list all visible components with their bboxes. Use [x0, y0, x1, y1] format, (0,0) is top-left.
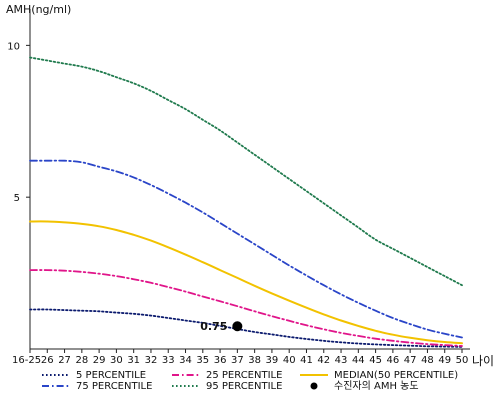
x-axis-ticks: 16-25 26 27 28 29 30 31 32 33 34 35 36 37 38 39 40 41 42 4…: [12, 349, 468, 366]
chart-axes: [29, 9, 470, 350]
x-tick-label: 38: [248, 355, 261, 366]
x-tick-label: 33: [162, 355, 175, 366]
x-tick-label: 46: [387, 355, 400, 366]
x-tick-label: 44: [352, 355, 365, 366]
x-tick-label: 41: [300, 355, 313, 366]
x-tick-label: 39: [266, 355, 279, 366]
x-tick-label: 50: [456, 355, 469, 366]
x-tick-label: 27: [58, 355, 71, 366]
x-tick-label: 34: [179, 355, 192, 366]
x-tick-label: 37: [231, 355, 244, 366]
x-tick-label: 49: [438, 355, 451, 366]
x-tick-label: 30: [110, 355, 123, 366]
patient-amh-point: [232, 321, 243, 332]
legend-item: 25 PERCENTILE: [172, 370, 282, 381]
legend-label: 수진자의 AMH 농도: [334, 380, 419, 392]
y-tick-label: 5: [14, 193, 20, 204]
legend-label: 75 PERCENTILE: [76, 381, 152, 392]
series-line-median-50-percentile: [29, 220, 463, 345]
x-axis-title: 나이: [472, 354, 494, 368]
x-tick-label: 32: [145, 355, 158, 366]
patient-amh-value-label: 0.75: [200, 320, 227, 333]
series-line-5-percentile: [29, 308, 463, 348]
legend-label: 95 PERCENTILE: [206, 381, 282, 392]
x-tick-label: 16-25: [12, 355, 41, 366]
legend-item: 5 PERCENTILE: [42, 370, 146, 381]
legend-item: MEDIAN(50 PERCENTILE): [300, 370, 458, 381]
x-tick-label: 36: [214, 355, 227, 366]
x-tick-label: 29: [93, 355, 106, 366]
x-tick-label: 26: [41, 355, 54, 366]
legend-item: 75 PERCENTILE: [42, 381, 152, 392]
series-line-95-percentile: [29, 56, 463, 287]
x-tick-label: 47: [404, 355, 417, 366]
x-tick-label: 31: [127, 355, 140, 366]
legend-label: 25 PERCENTILE: [206, 370, 282, 381]
patient-point: 0.75: [200, 320, 243, 333]
series-line-75-percentile: [29, 159, 463, 339]
x-tick-label: 43: [335, 355, 348, 366]
legend-label: 5 PERCENTILE: [76, 370, 146, 381]
x-tick-label: 45: [369, 355, 382, 366]
x-tick-label: 28: [75, 355, 88, 366]
y-tick-label: 10: [7, 41, 20, 52]
x-tick-label: 42: [317, 355, 330, 366]
series-lines: [29, 56, 463, 348]
y-axis-ticks: 5 10: [7, 41, 30, 204]
x-tick-label: 40: [283, 355, 296, 366]
x-tick-label: 35: [196, 355, 209, 366]
legend-item: 95 PERCENTILE: [172, 381, 282, 392]
legend-item: 수진자의 AMH 농도: [310, 380, 419, 392]
legend: 5 PERCENTILE 25 PERCENTILE MEDIAN(50 PERCE…: [42, 370, 458, 392]
series-line-25-percentile: [29, 269, 463, 347]
x-tick-label: 48: [421, 355, 434, 366]
y-axis-title: AMH(ng/ml): [6, 3, 71, 16]
legend-marker-point: [310, 382, 318, 390]
legend-label: MEDIAN(50 PERCENTILE): [334, 370, 458, 381]
